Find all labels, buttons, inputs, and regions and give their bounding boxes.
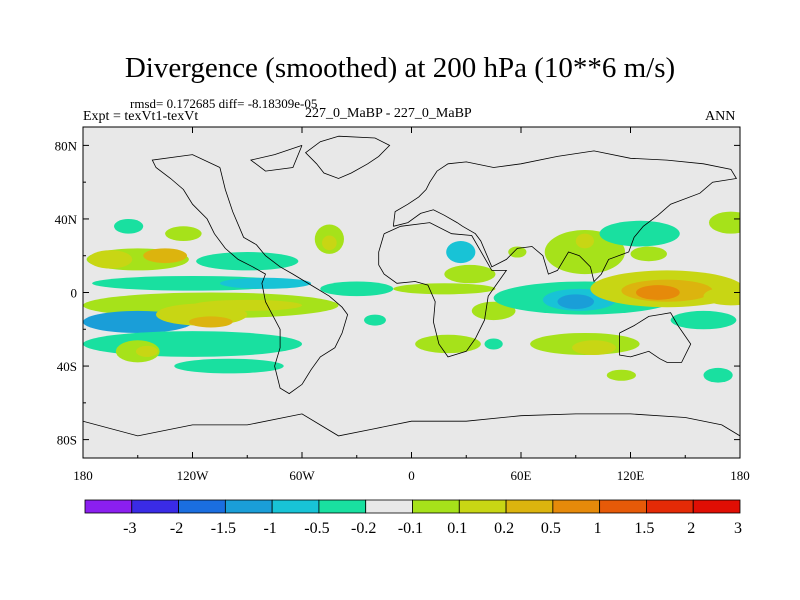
y-tick-label-0: 80N <box>55 138 78 153</box>
cases-label: 227_0_MaBP - 227_0_MaBP <box>305 106 472 121</box>
field-patch-7 <box>322 235 337 251</box>
colorbar-label-11: 1.5 <box>634 520 654 537</box>
y-tick-label-1: 40N <box>55 212 78 227</box>
field-patch-19 <box>174 358 284 374</box>
field-patch-15 <box>188 316 233 328</box>
x-tick-label-2: 60W <box>289 468 315 483</box>
field-patch-10 <box>320 281 394 297</box>
y-axis: 80N 40N 0 40S 80S <box>55 138 740 448</box>
colorbar-label-4: -0.5 <box>304 520 329 537</box>
coastline-1 <box>304 135 391 179</box>
y-tick-label-3: 40S <box>57 359 77 374</box>
colorbar-label-6: -0.1 <box>398 520 423 537</box>
x-tick-label-6: 180 <box>730 468 750 483</box>
divergence-field <box>83 211 740 383</box>
x-tick-label-3: 0 <box>408 468 415 483</box>
rmsd-diff-stats: rmsd= 0.172685 diff= -8.18309e-05 <box>130 96 318 111</box>
field-patch-40 <box>572 340 616 356</box>
colorbar-swatch-11 <box>599 499 647 514</box>
field-patch-22 <box>444 264 496 284</box>
colorbar-swatch-8 <box>458 499 507 514</box>
field-patch-36 <box>599 220 680 247</box>
field-patch-34 <box>544 229 626 275</box>
experiment-label: Expt = texVt1-texVt <box>83 109 199 124</box>
coastline-5 <box>83 413 740 437</box>
colorbar-label-13: 3 <box>734 520 742 537</box>
field-patch-3 <box>196 252 299 271</box>
y-tick-label-2: 0 <box>71 286 78 301</box>
coastlines <box>83 135 740 437</box>
coastline-2 <box>378 222 508 358</box>
chart-title: Divergence (smoothed) at 200 hPa (10**6 … <box>124 52 676 84</box>
field-patch-9 <box>219 277 312 289</box>
field-patch-33 <box>703 286 740 306</box>
field-patch-21 <box>446 241 476 264</box>
y-tick-label-4: 80S <box>57 433 77 448</box>
colorbar-label-1: -2 <box>170 520 183 537</box>
colorbar-label-0: -3 <box>123 520 136 537</box>
field-patch-38 <box>708 211 740 234</box>
field-patch-26 <box>508 246 527 258</box>
colorbar-label-3: -1 <box>263 520 276 537</box>
colorbar-label-5: -0.2 <box>351 520 376 537</box>
colorbar: -3 -2 -1.5 -1 -0.5 -0.2 -0.1 0.1 0.2 0.5 1 1.5 2 3 <box>84 499 742 537</box>
colorbar-swatch-3 <box>224 499 273 514</box>
x-tick-label-1: 120W <box>177 468 210 483</box>
colorbar-label-7: 0.1 <box>447 520 467 537</box>
x-tick-label-5: 120E <box>617 468 645 483</box>
field-patch-18 <box>135 345 158 357</box>
colorbar-swatch-7 <box>412 499 460 514</box>
field-patch-20 <box>364 314 386 326</box>
coastline-4 <box>619 312 692 363</box>
colorbar-swatch-1 <box>131 499 179 514</box>
field-patch-23 <box>393 283 496 295</box>
field-patch-5 <box>165 226 202 242</box>
colorbar-swatch-9 <box>505 499 554 514</box>
colorbar-swatch-12 <box>646 499 694 514</box>
field-patch-16 <box>83 331 302 357</box>
x-tick-label-0: 180 <box>73 468 93 483</box>
field-patch-25 <box>484 338 503 350</box>
colorbar-swatch-10 <box>552 499 601 514</box>
colorbar-label-8: 0.2 <box>494 520 514 537</box>
x-axis: 180 120W 60W 0 60E 120E 180 <box>73 127 750 483</box>
field-patch-4 <box>114 218 144 234</box>
colorbar-swatch-2 <box>178 499 226 514</box>
field-patch-29 <box>557 294 594 310</box>
colorbar-swatch-0 <box>84 499 133 514</box>
coastline-3 <box>392 150 738 283</box>
colorbar-swatch-13 <box>692 499 741 514</box>
field-patch-35 <box>575 233 594 249</box>
colorbar-label-9: 0.5 <box>541 520 561 537</box>
colorbar-swatch-5 <box>318 499 367 514</box>
field-patch-44 <box>415 334 481 354</box>
coastline-0 <box>151 154 349 395</box>
colorbar-label-10: 1 <box>594 520 602 537</box>
colorbar-swatch-6 <box>365 499 413 514</box>
colorbar-label-12: 2 <box>687 520 695 537</box>
season-label: ANN <box>705 109 736 124</box>
field-patch-1 <box>88 250 133 269</box>
colorbar-label-2: -1.5 <box>211 520 236 537</box>
field-patch-32 <box>635 285 680 300</box>
field-patch-24 <box>471 301 516 321</box>
coastline-6 <box>249 145 303 172</box>
colorbar-swatch-4 <box>271 499 320 514</box>
field-patch-2 <box>143 248 188 264</box>
field-patch-37 <box>630 246 667 262</box>
x-tick-label-4: 60E <box>511 468 532 483</box>
field-patch-43 <box>670 310 737 330</box>
field-patch-41 <box>606 369 636 381</box>
field-patch-42 <box>703 367 733 383</box>
